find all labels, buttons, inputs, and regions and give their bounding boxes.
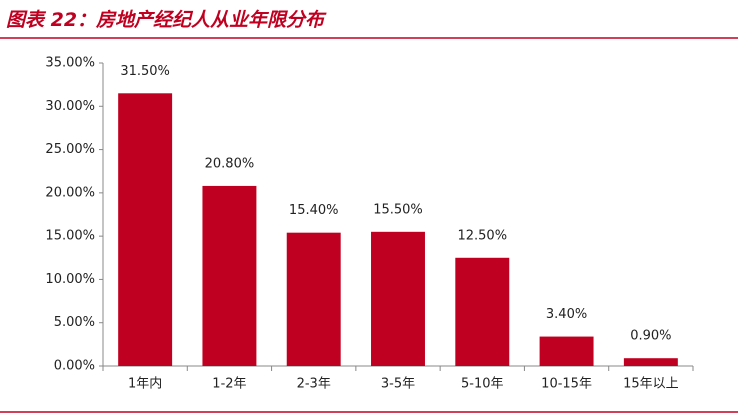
y-tick-label: 5.00% — [54, 315, 95, 330]
data-label: 0.90% — [630, 329, 671, 344]
data-label: 20.80% — [205, 156, 255, 171]
bar — [455, 257, 510, 366]
x-tick-label: 1-2年 — [212, 377, 246, 392]
chart-title: 图表 22：房地产经纪人从业年限分布 — [6, 9, 327, 31]
y-tick-label: 35.00% — [45, 56, 95, 71]
bar — [371, 231, 425, 366]
y-tick-label: 20.00% — [45, 185, 95, 200]
x-tick-label: 2-3年 — [297, 377, 331, 392]
x-tick-label: 15年以上 — [623, 377, 679, 392]
y-tick-label: 10.00% — [45, 272, 95, 287]
data-label: 31.50% — [120, 64, 170, 79]
bar — [286, 232, 341, 366]
data-label: 12.50% — [457, 228, 507, 243]
y-tick-label: 15.00% — [45, 229, 95, 244]
bar — [202, 185, 257, 366]
data-label: 15.40% — [289, 203, 339, 218]
y-tick-label: 25.00% — [45, 142, 95, 157]
x-tick-label: 10-15年 — [541, 377, 592, 392]
y-tick-label: 0.00% — [54, 359, 95, 374]
x-tick-label: 5-10年 — [461, 377, 504, 392]
bar — [539, 336, 594, 366]
x-tick-label: 1年内 — [128, 376, 162, 392]
y-tick-label: 30.00% — [45, 99, 95, 114]
x-tick-label: 3-5年 — [381, 377, 415, 392]
bar — [118, 93, 173, 367]
bar — [623, 358, 678, 366]
data-label: 15.50% — [373, 202, 423, 217]
data-label: 3.40% — [546, 307, 587, 322]
